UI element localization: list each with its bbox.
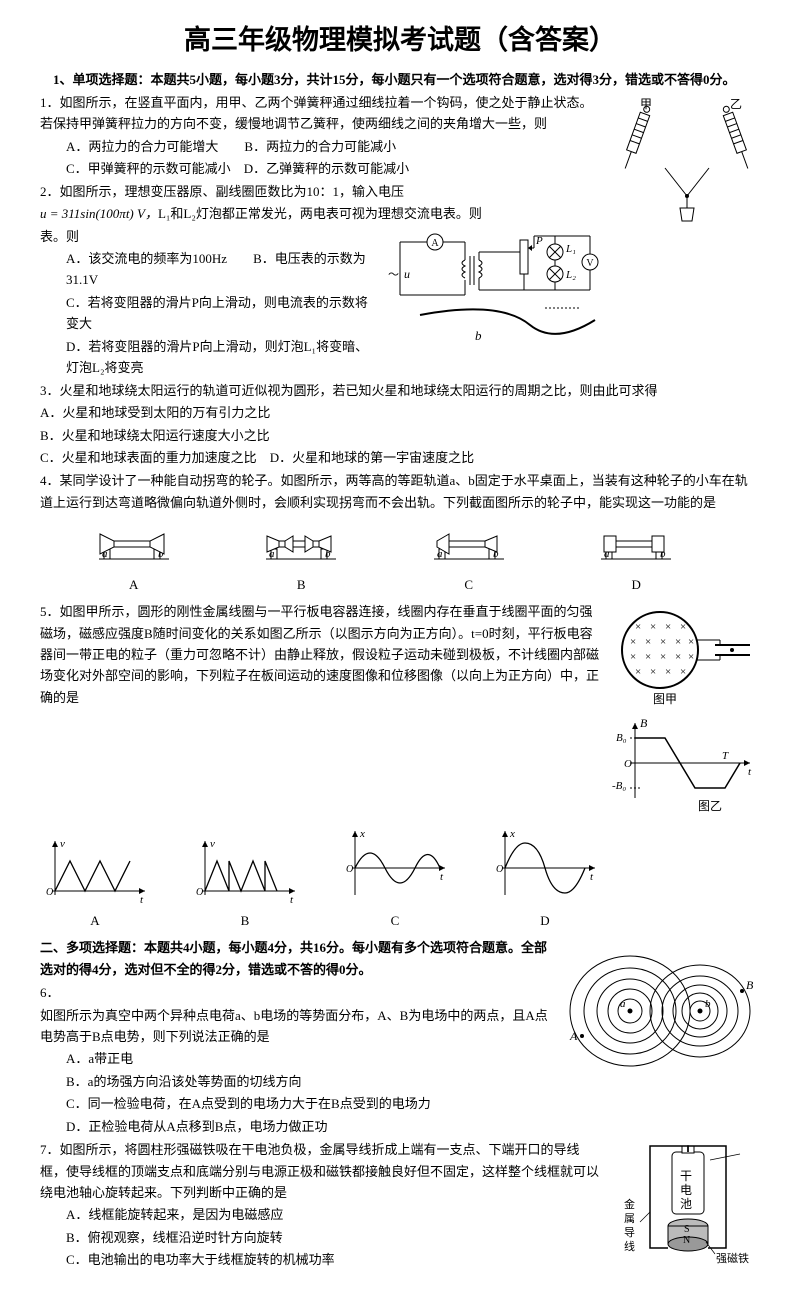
svg-text:～: ～ (388, 269, 399, 281)
svg-text:t: t (290, 894, 294, 903)
svg-text:强磁铁: 强磁铁 (716, 1252, 749, 1265)
svg-text:干: 干 (680, 1169, 692, 1183)
q3-stem: 3．火星和地球绕太阳运行的轨道可近似视为圆形，若已知火星和地球绕太阳运行的周期之… (40, 380, 760, 401)
svg-text:v: v (60, 838, 65, 850)
svg-text:t: t (590, 871, 594, 883)
svg-text:O: O (346, 864, 353, 875)
svg-text:A: A (569, 1029, 578, 1043)
svg-text:B₀: B₀ (616, 732, 627, 744)
svg-text:B: B (746, 978, 754, 992)
q7-figure: 干 电 池 S N 金 属 导 线 强磁铁 (610, 1142, 760, 1287)
svg-text:×: × (630, 636, 636, 648)
q4-options: ab A ab B ab C ab D (50, 519, 720, 595)
svg-text:x: x (359, 828, 365, 840)
q1-figure: 甲 乙 (610, 96, 760, 226)
svg-text:L₂: L₂ (565, 269, 576, 281)
label-jia: 甲 (640, 97, 652, 111)
svg-text:×: × (650, 666, 656, 678)
q2-figure: A ～ u P L₁ L₂ V b (380, 230, 600, 355)
svg-text:t: t (140, 894, 144, 903)
svg-text:×: × (680, 666, 686, 678)
svg-text:v: v (210, 838, 215, 850)
page-title: 高三年级物理模拟考试题（含答案） (40, 18, 760, 63)
svg-text:×: × (630, 651, 636, 663)
q3-optCD: C．火星和地球表面的重力加速度之比 D．火星和地球的第一宇宙速度之比 (40, 447, 760, 468)
svg-text:T: T (722, 750, 729, 762)
svg-text:x: x (509, 828, 515, 840)
svg-text:t: t (440, 871, 444, 883)
svg-text:A: A (431, 238, 439, 249)
svg-text:×: × (660, 651, 666, 663)
svg-text:导: 导 (624, 1226, 635, 1239)
svg-text:O: O (624, 758, 632, 770)
svg-text:×: × (650, 621, 656, 633)
svg-text:×: × (688, 636, 694, 648)
svg-text:×: × (675, 636, 681, 648)
q6-figure: a b A B (560, 941, 760, 1081)
svg-text:b: b (475, 328, 482, 343)
svg-text:电: 电 (680, 1183, 692, 1197)
q3-optB: B．火星和地球绕太阳运行速度大小之比 (40, 425, 760, 446)
svg-text:×: × (635, 621, 641, 633)
svg-text:N: N (683, 1235, 690, 1246)
q6-optD: D．正检验电荷从A点移到B点，电场力做正功 (40, 1116, 760, 1137)
svg-text:O: O (46, 887, 53, 898)
section1-heading: 1、单项选择题：本题共5小题，每小题3分，共计15分，每小题只有一个选项符合题意… (40, 69, 760, 90)
svg-text:图甲: 图甲 (653, 692, 677, 705)
svg-text:-B₀: -B₀ (612, 780, 626, 792)
svg-text:×: × (645, 651, 651, 663)
svg-text:S: S (684, 1224, 690, 1235)
svg-text:×: × (635, 666, 641, 678)
svg-text:×: × (660, 636, 666, 648)
svg-text:×: × (675, 651, 681, 663)
svg-text:×: × (665, 666, 671, 678)
svg-text:图乙: 图乙 (698, 799, 722, 813)
q5-fig-jia: ×××× ××××× ××××× ×××× 图甲 (610, 605, 760, 705)
svg-text:属: 属 (624, 1212, 635, 1225)
svg-text:×: × (688, 651, 694, 663)
svg-text:a: a (620, 998, 626, 1010)
q4-stem: 4．某同学设计了一种能自动拐弯的轮子。如图所示，两等高的等距轨道a、b固定于水平… (40, 470, 760, 513)
svg-text:×: × (665, 621, 671, 633)
svg-text:池: 池 (680, 1197, 692, 1211)
svg-text:线: 线 (624, 1239, 635, 1253)
svg-text:O: O (196, 887, 203, 898)
svg-text:金: 金 (624, 1197, 635, 1211)
svg-text:×: × (680, 621, 686, 633)
q5-options: vt O A vt O B xt O C xt O D (40, 823, 760, 931)
svg-text:B: B (640, 716, 648, 730)
svg-text:V: V (586, 258, 594, 269)
svg-text:×: × (645, 636, 651, 648)
q5-fig-yi: B t O B₀ -B₀ T 图乙 (610, 713, 760, 813)
svg-text:u: u (404, 267, 410, 281)
q6-optC: C．同一检验电荷，在A点受到的电场力大于在B点受到的电场力 (40, 1093, 760, 1114)
svg-text:t: t (748, 766, 752, 778)
svg-text:O: O (496, 864, 503, 875)
label-yi: 乙 (730, 97, 742, 111)
svg-text:L₁: L₁ (565, 243, 576, 255)
q3-optA: A．火星和地球受到太阳的万有引力之比 (40, 402, 760, 423)
svg-text:b: b (705, 998, 711, 1010)
svg-text:P: P (535, 235, 543, 247)
